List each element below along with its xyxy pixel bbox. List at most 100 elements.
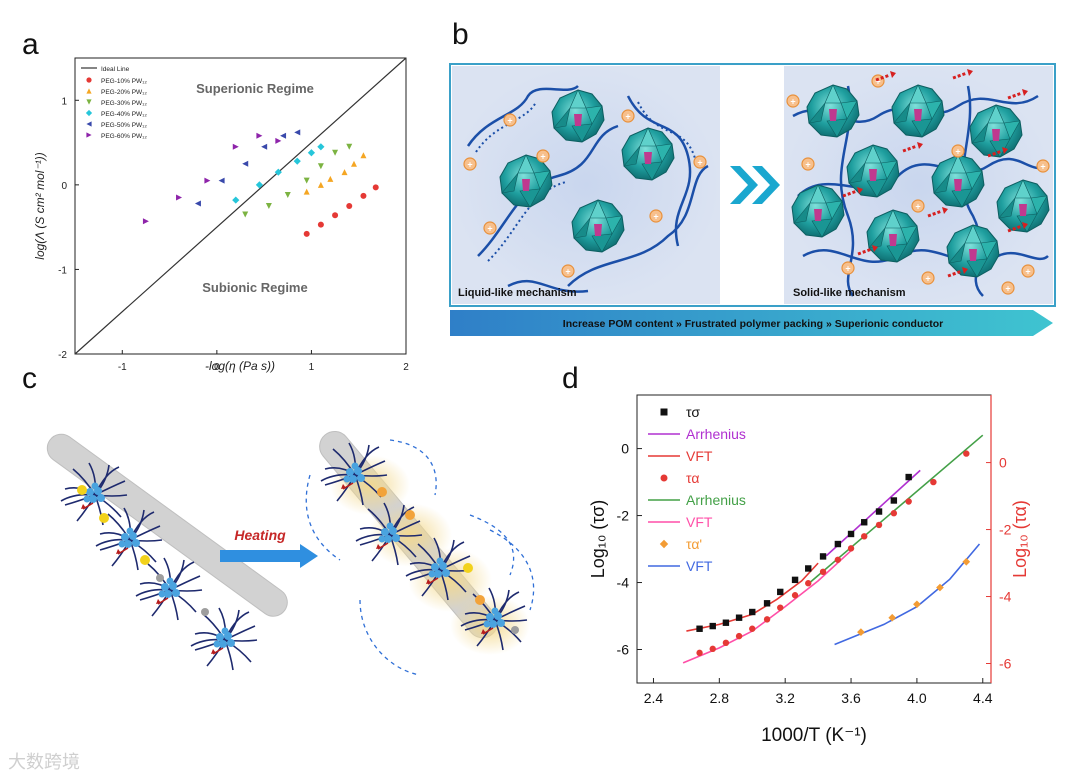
- legend-label-a: PEG-50% PW₁₂: [101, 122, 147, 129]
- data-point-a: [218, 177, 225, 184]
- data-point-a: [317, 221, 324, 228]
- plot-frame-a: [74, 57, 407, 355]
- legend-label-a: PEG-30% PW₁₂: [101, 100, 147, 107]
- data-point-d: [861, 519, 868, 526]
- x-tick-label-a: -1: [118, 362, 127, 373]
- legend-d: τσ Arrhenius VFT τα Arrhenius VFT τα' VFT: [648, 404, 746, 574]
- data-point-d: [791, 576, 799, 584]
- data-point-a: [346, 143, 353, 150]
- y-axis-label-d-left: Log₁₀ (τσ): [588, 500, 608, 579]
- diagram-b: +: [449, 63, 1056, 336]
- data-point-d: [936, 583, 944, 592]
- legend-label-d: VFT: [686, 514, 713, 530]
- legend-a: Ideal Line PEG-10% PW₁₂ PEG-20% PW₁₂ PEG-30…: [81, 66, 147, 140]
- panel-label-b: b: [452, 18, 469, 51]
- data-point-a: [317, 181, 324, 188]
- y-tick-label-d-right: -4: [999, 589, 1012, 605]
- data-point-d: [905, 473, 912, 481]
- panel-label-a: a: [22, 28, 39, 61]
- data-point-d: [819, 553, 827, 560]
- y-tick-label-d-left: -6: [617, 642, 630, 658]
- y-tick-label-d-left: -2: [617, 508, 630, 524]
- data-point-d: [791, 592, 799, 599]
- data-point-a: [332, 149, 339, 156]
- fit-line-d: [834, 543, 981, 646]
- data-point-d: [834, 540, 842, 548]
- y-axis-label-a: log(Λ (S cm² mol⁻¹)): [33, 152, 47, 259]
- data-point-a: [275, 137, 282, 144]
- x-tick-label-d: 3.2: [775, 690, 795, 706]
- y-axis-label-d-right: Log₁₀ (τα): [1010, 500, 1030, 578]
- data-point-d: [722, 639, 730, 647]
- data-point-d: [777, 604, 784, 611]
- data-point-a: [303, 230, 310, 237]
- data-point-a: [303, 188, 310, 195]
- data-point-a: [204, 177, 211, 184]
- legend-label-a: PEG-20% PW₁₂: [101, 89, 147, 96]
- diagram-c: Heating: [46, 430, 535, 676]
- annotation-subionic: Subionic Regime: [202, 280, 307, 295]
- heating-label: Heating: [234, 527, 286, 543]
- y-tick-label-d-left: -4: [617, 575, 630, 591]
- data-point-a: [360, 192, 367, 199]
- data-point-a: [372, 184, 379, 191]
- legend-label-d: Arrhenius: [686, 426, 746, 442]
- banner-text: Increase POM content » Frustrated polyme…: [563, 318, 943, 330]
- y-tick-label-a: -1: [58, 265, 67, 276]
- data-point-a: [332, 212, 339, 219]
- data-point-a: [317, 143, 325, 151]
- chart-d: 2.4 2.8 3.2 3.6 4.0 4.4 0 -2 -4 -6 0 -2 -4 -6 τσ Arrhe…: [588, 394, 1030, 746]
- legend-label-d: τα: [686, 470, 699, 486]
- data-point-d: [819, 568, 827, 576]
- data-point-a: [293, 157, 301, 165]
- x-tick-label-a: 2: [403, 362, 409, 373]
- data-point-d: [763, 600, 771, 607]
- data-point-d: [777, 588, 784, 596]
- legend-marker-a: [86, 121, 92, 127]
- data-point-d: [861, 533, 868, 540]
- x-axis-label-d: 1000/T (K⁻¹): [761, 725, 867, 746]
- y-tick-label-a: 1: [61, 96, 67, 107]
- legend-marker-d: [660, 408, 668, 416]
- data-point-d: [890, 510, 898, 517]
- x-tick-label-d: 4.4: [973, 690, 993, 706]
- y-tick-label-d-right: 0: [999, 455, 1007, 471]
- data-point-d: [888, 613, 897, 622]
- data-point-d: [930, 478, 937, 486]
- annotation-superionic: Superionic Regime: [196, 81, 314, 96]
- legend-label-d: τσ: [686, 404, 700, 420]
- y-tick-label-d-right: -6: [999, 656, 1012, 672]
- data-point-d: [709, 645, 716, 653]
- data-point-a: [327, 175, 334, 182]
- left-mechanism-label: Liquid-like mechanism: [458, 287, 577, 299]
- data-point-d: [749, 625, 756, 632]
- data-point-d: [709, 622, 716, 630]
- data-point-d: [749, 608, 756, 616]
- x-tick-label-a: 0: [214, 362, 220, 373]
- data-point-d: [763, 616, 771, 623]
- data-point-d: [890, 497, 898, 504]
- legend-marker-a: [85, 109, 93, 117]
- ideal-line: [74, 57, 407, 355]
- fit-line-d: [825, 469, 921, 557]
- data-point-a: [242, 160, 249, 167]
- data-point-a: [284, 192, 291, 199]
- legend-label-d: VFT: [686, 558, 713, 574]
- data-point-a: [280, 132, 287, 139]
- data-point-d: [722, 619, 730, 626]
- legend-marker-d: [660, 474, 668, 482]
- data-point-d: [696, 649, 703, 657]
- data-point-a: [255, 181, 264, 189]
- data-point-a: [176, 194, 183, 201]
- data-point-d: [962, 557, 971, 566]
- y-tick-label-d-left: 0: [621, 441, 629, 457]
- legend-marker-a: [86, 132, 92, 138]
- x-tick-label-d: 2.8: [710, 690, 730, 706]
- data-point-a: [294, 129, 301, 136]
- legend-label-d: τα': [686, 536, 702, 552]
- legend-marker-d: [659, 539, 669, 549]
- data-point-d: [834, 556, 842, 563]
- data-point-a: [307, 149, 316, 157]
- data-point-a: [346, 203, 353, 209]
- right-mechanism-label: Solid-like mechanism: [793, 287, 906, 299]
